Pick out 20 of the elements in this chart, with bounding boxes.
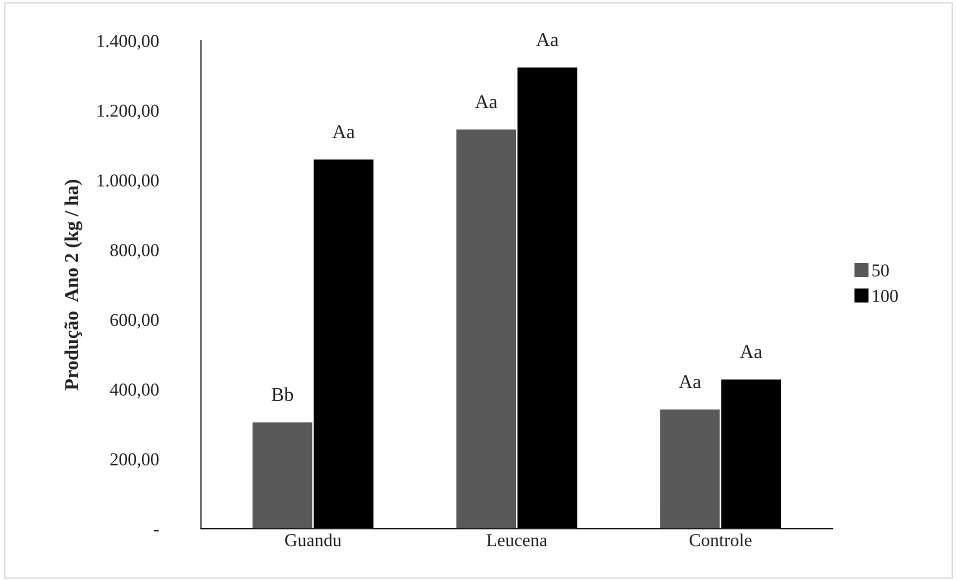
y-tick-label: 800,00 xyxy=(110,244,159,259)
y-axis-title: Produção Ano 2 (kg / ha) xyxy=(64,180,82,390)
y-tick-label: - xyxy=(154,530,159,532)
y-tick-label: 400,00 xyxy=(110,384,159,398)
data-label: Bb xyxy=(272,387,294,402)
data-label: Aa xyxy=(740,345,762,358)
legend-label: 100 xyxy=(872,290,898,302)
y-tick-label: 1.400,00 xyxy=(98,34,159,50)
data-label: Aa xyxy=(475,95,498,108)
data-label: Aa xyxy=(332,125,355,138)
data-label: Aa xyxy=(678,375,702,388)
y-tick-label: 600,00 xyxy=(110,314,159,329)
y-tick-label: 1.000,00 xyxy=(98,174,159,190)
y-tick-label: 200,00 xyxy=(110,453,159,468)
x-tick-label: Guandu xyxy=(285,534,342,546)
data-label: Aa xyxy=(536,33,558,46)
x-tick-label: Controle xyxy=(690,534,752,546)
y-tick-label: 1.200,00 xyxy=(98,104,159,120)
legend-label: 50 xyxy=(872,264,889,277)
x-tick-label: Leucena xyxy=(486,534,548,546)
